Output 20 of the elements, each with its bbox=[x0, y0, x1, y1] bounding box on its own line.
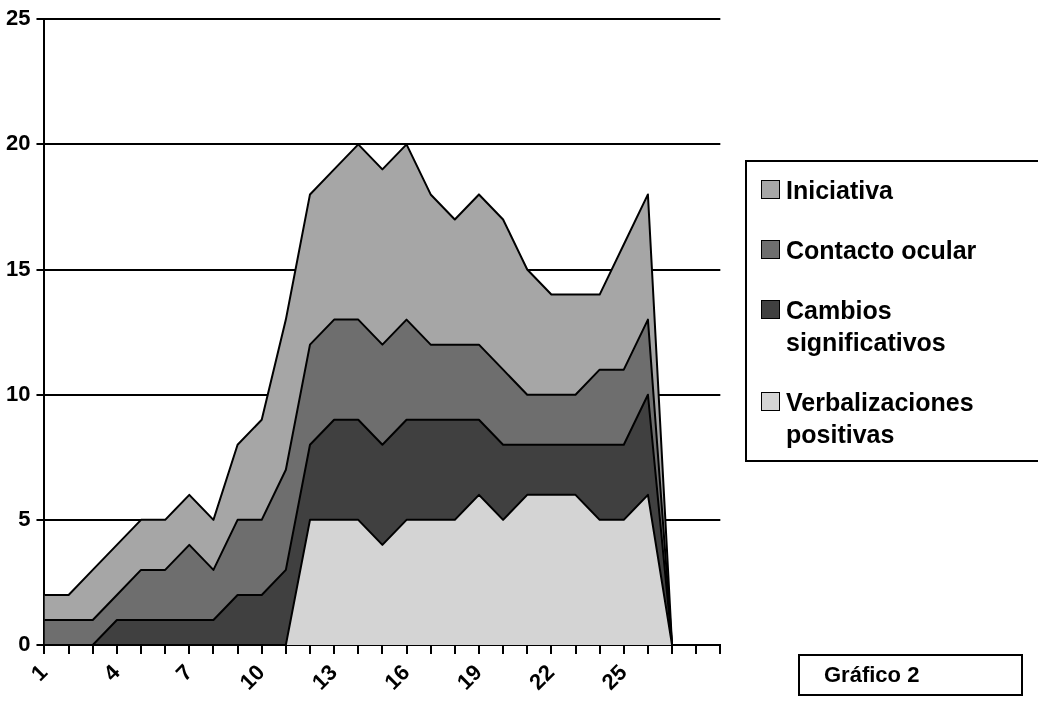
x-tick-label: 19 bbox=[451, 659, 487, 695]
y-tick-label: 0 bbox=[18, 631, 31, 657]
x-tick-label: 10 bbox=[234, 659, 270, 695]
text: Gráfico 2 bbox=[798, 654, 1023, 696]
legend-label: Contacto ocular bbox=[786, 235, 977, 266]
x-tick-label: 13 bbox=[306, 659, 342, 695]
x-tick-label: 4 bbox=[98, 658, 126, 686]
y-tick-label: 15 bbox=[5, 255, 31, 281]
x-tick-label: 25 bbox=[596, 659, 632, 695]
x-tick-label: 1 bbox=[25, 659, 53, 686]
legend-label: Verbalizaciones positivas bbox=[786, 387, 975, 450]
x-tick-label: 22 bbox=[524, 659, 560, 695]
legend-label: Iniciativa bbox=[786, 175, 893, 206]
y-tick-label: 25 bbox=[5, 5, 31, 31]
x-tick-label: 7 bbox=[170, 659, 198, 686]
x-tick-label: 16 bbox=[379, 659, 415, 695]
y-tick-label: 5 bbox=[18, 505, 31, 531]
legend-label: Cambios significativos bbox=[786, 295, 947, 358]
y-tick-label: 10 bbox=[5, 380, 31, 406]
y-tick-label: 20 bbox=[5, 130, 31, 156]
